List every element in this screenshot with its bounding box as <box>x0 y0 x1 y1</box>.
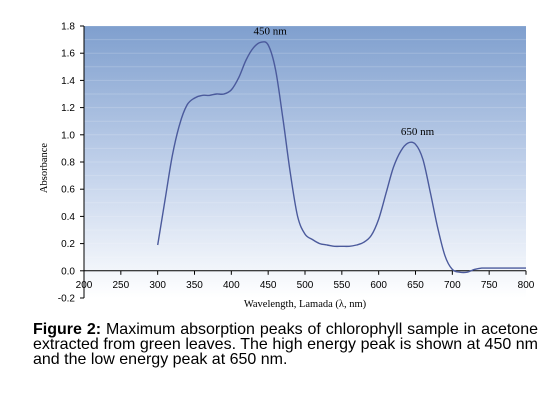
y-tick-label: 0.2 <box>61 239 75 250</box>
x-tick-label: 350 <box>186 280 203 291</box>
x-tick-label: 800 <box>518 280 535 291</box>
y-tick-label: 1.8 <box>61 22 75 33</box>
y-tick-label: 0.0 <box>61 266 75 277</box>
caption-text: Maximum absorption peaks of chlorophyll … <box>33 321 538 368</box>
y-tick-label: 0.6 <box>61 185 75 196</box>
x-tick-label: 400 <box>223 280 240 291</box>
y-tick-label: -0.2 <box>58 294 76 305</box>
x-tick-label: 450 <box>260 280 277 291</box>
y-tick-label: 1.4 <box>61 76 75 87</box>
figure-caption: Figure 2: Maximum absorption peaks of ch… <box>33 322 538 367</box>
y-tick-label: 1.0 <box>61 130 75 141</box>
x-tick-label: 750 <box>481 280 498 291</box>
x-tick-label: 700 <box>444 280 461 291</box>
peak-annotation: 450 nm <box>254 25 288 37</box>
y-tick-label: 1.2 <box>61 103 75 114</box>
y-tick-label: 0.8 <box>61 158 75 169</box>
x-tick-label: 250 <box>112 280 129 291</box>
x-tick-label: 500 <box>297 280 314 291</box>
x-tick-label: 550 <box>333 280 350 291</box>
x-axis-title: Wavelength, Lamada (λ, nm) <box>244 299 367 310</box>
x-tick-label: 600 <box>370 280 387 291</box>
x-tick-label: 200 <box>76 280 93 291</box>
y-tick-label: 1.6 <box>61 49 75 60</box>
y-tick-label: 0.4 <box>61 212 75 223</box>
y-axis-title: Absorbance <box>39 143 50 193</box>
peak-annotation: 650 nm <box>401 126 435 138</box>
x-tick-label: 650 <box>407 280 424 291</box>
x-tick-label: 300 <box>149 280 166 291</box>
